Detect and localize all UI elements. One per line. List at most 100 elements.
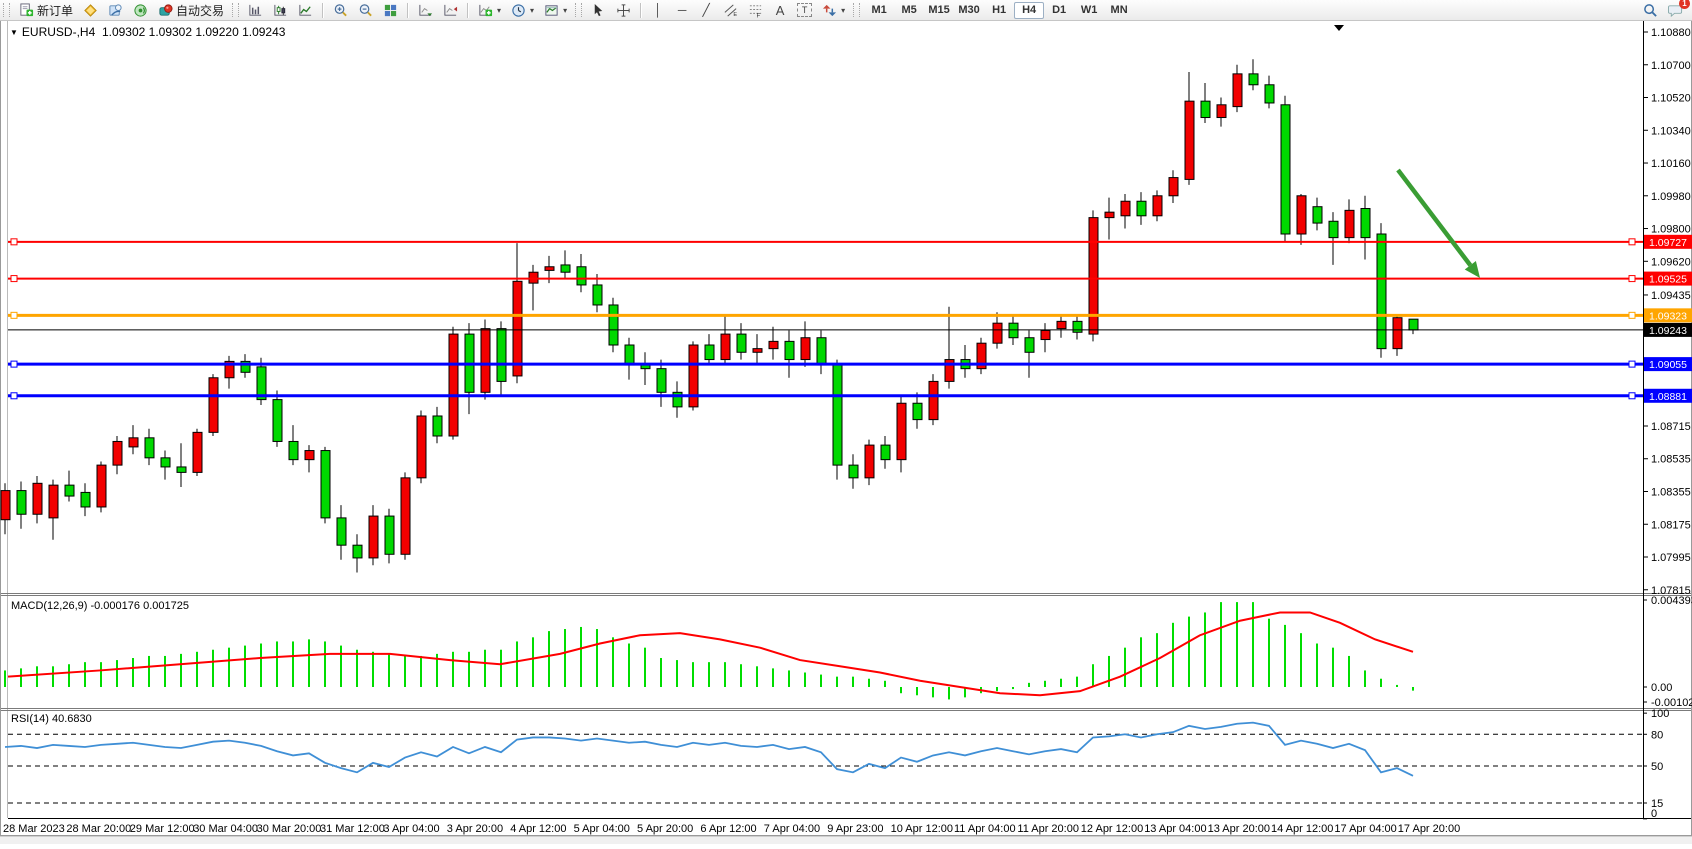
trendline-tool-button[interactable]: ╱ xyxy=(695,1,717,19)
signals-button[interactable] xyxy=(129,1,152,19)
line-handle[interactable] xyxy=(11,393,17,399)
chart-canvas[interactable]: 1.108801.107001.105201.103401.101601.099… xyxy=(0,20,1692,844)
candlestick-type-button[interactable] xyxy=(269,1,292,19)
candle-body xyxy=(1329,221,1338,237)
horizontal-line-tool-button[interactable]: ─ xyxy=(671,1,693,19)
publish-button[interactable] xyxy=(104,1,127,19)
timeframe-d1[interactable]: D1 xyxy=(1044,2,1074,19)
periods-button[interactable]: ▾ xyxy=(507,1,538,19)
channel-tool-button[interactable]: E xyxy=(719,1,742,19)
notifications-button[interactable]: 1 xyxy=(1664,1,1687,19)
toolbar-grip[interactable] xyxy=(3,3,10,17)
vertical-line-tool-button[interactable]: │ xyxy=(647,1,669,19)
line-handle[interactable] xyxy=(1629,361,1635,367)
new-order-button[interactable]: 新订单 xyxy=(15,1,77,19)
chart-collapse-icon[interactable]: ▼ xyxy=(10,28,18,37)
timeframe-h4[interactable]: H4 xyxy=(1014,2,1044,19)
line-handle[interactable] xyxy=(1629,239,1635,245)
candle-body xyxy=(81,492,90,507)
arrows-tool-button[interactable]: ▾ xyxy=(818,1,849,19)
candle-body xyxy=(337,518,346,545)
timeframe-m15[interactable]: M15 xyxy=(924,2,954,19)
line-chart-type-button[interactable] xyxy=(294,1,317,19)
candle-body xyxy=(401,478,410,554)
macd-histogram-bar xyxy=(996,687,998,691)
macd-histogram-bar xyxy=(548,631,550,687)
time-axis-label: 17 Apr 04:00 xyxy=(1334,823,1396,835)
price-tick-label: 1.08535 xyxy=(1651,454,1691,466)
timeframe-w1[interactable]: W1 xyxy=(1074,2,1104,19)
candlestick-icon xyxy=(273,3,288,18)
macd-histogram-bar xyxy=(4,670,6,687)
chart-title: ▼EURUSD-,H4 1.09302 1.09302 1.09220 1.09… xyxy=(10,25,285,39)
candle-body xyxy=(513,281,522,376)
timeframe-h1[interactable]: H1 xyxy=(984,2,1014,19)
macd-histogram-bar xyxy=(868,679,870,687)
zoom-in-button[interactable] xyxy=(329,1,352,19)
chevron-down-icon: ▾ xyxy=(841,6,845,15)
crosshair-tool-button[interactable] xyxy=(612,1,635,19)
toolbar-grip[interactable] xyxy=(853,3,860,17)
fibonacci-tool-button[interactable]: F xyxy=(744,1,767,19)
bar-chart-type-button[interactable] xyxy=(244,1,267,19)
line-handle[interactable] xyxy=(11,276,17,282)
text-label-tool-button[interactable]: T xyxy=(793,1,816,19)
macd-histogram-bar xyxy=(1092,664,1094,687)
zoom-out-button[interactable] xyxy=(354,1,377,19)
search-button[interactable] xyxy=(1639,1,1662,19)
chart-shift-button[interactable] xyxy=(439,1,462,19)
toolbar-grip[interactable] xyxy=(575,3,582,17)
cursor-tool-button[interactable] xyxy=(587,1,610,19)
text-tool-button[interactable]: A xyxy=(769,1,791,19)
candle-body xyxy=(1217,105,1226,118)
time-axis-label: 17 Apr 20:00 xyxy=(1398,823,1460,835)
candle-body xyxy=(17,491,26,515)
line-price-label: 1.09323 xyxy=(1649,310,1687,322)
price-tick-label: 1.07995 xyxy=(1651,552,1691,564)
candle-body xyxy=(753,349,762,353)
market-watch-button[interactable] xyxy=(79,1,102,19)
line-handle[interactable] xyxy=(11,361,17,367)
timeframe-m1[interactable]: M1 xyxy=(864,2,894,19)
timeframe-m5[interactable]: M5 xyxy=(894,2,924,19)
macd-histogram-bar xyxy=(308,639,310,687)
macd-histogram-bar xyxy=(628,644,630,687)
candle-body xyxy=(177,467,186,472)
timeframe-mn[interactable]: MN xyxy=(1104,2,1134,19)
macd-histogram-bar xyxy=(1364,670,1366,687)
autotrading-button[interactable]: 自动交易 xyxy=(154,1,228,19)
macd-histogram-bar xyxy=(500,650,502,687)
candle-body xyxy=(433,416,442,436)
templates-button[interactable]: ▾ xyxy=(540,1,571,19)
template-icon xyxy=(544,3,559,18)
line-handle[interactable] xyxy=(1629,276,1635,282)
candle-body xyxy=(929,381,938,419)
line-price-label: 1.09727 xyxy=(1649,237,1687,249)
macd-histogram-bar xyxy=(772,668,774,687)
line-handle[interactable] xyxy=(11,239,17,245)
time-axis-label: 11 Apr 20:00 xyxy=(1017,823,1079,835)
add-indicator-button[interactable]: ▾ xyxy=(474,1,505,19)
macd-histogram-bar xyxy=(532,637,534,687)
timeframe-m30[interactable]: M30 xyxy=(954,2,984,19)
tile-windows-button[interactable] xyxy=(379,1,402,19)
macd-histogram-bar xyxy=(1124,648,1126,687)
macd-histogram-bar xyxy=(948,687,950,699)
macd-histogram-bar xyxy=(1012,687,1014,689)
price-tick-label: 1.10340 xyxy=(1651,125,1691,137)
zoom-in-icon xyxy=(333,3,348,18)
candle-body xyxy=(481,329,490,393)
line-handle[interactable] xyxy=(1629,393,1635,399)
time-axis-label: 6 Apr 12:00 xyxy=(700,823,756,835)
line-handle[interactable] xyxy=(1629,312,1635,318)
macd-histogram-bar xyxy=(756,666,758,687)
candle-body xyxy=(129,438,138,447)
toolbar-grip[interactable] xyxy=(232,3,239,17)
price-tick-label: 1.08355 xyxy=(1651,486,1691,498)
auto-scroll-button[interactable] xyxy=(414,1,437,19)
macd-histogram-bar xyxy=(212,650,214,687)
line-handle[interactable] xyxy=(11,312,17,318)
macd-histogram-bar xyxy=(564,629,566,687)
